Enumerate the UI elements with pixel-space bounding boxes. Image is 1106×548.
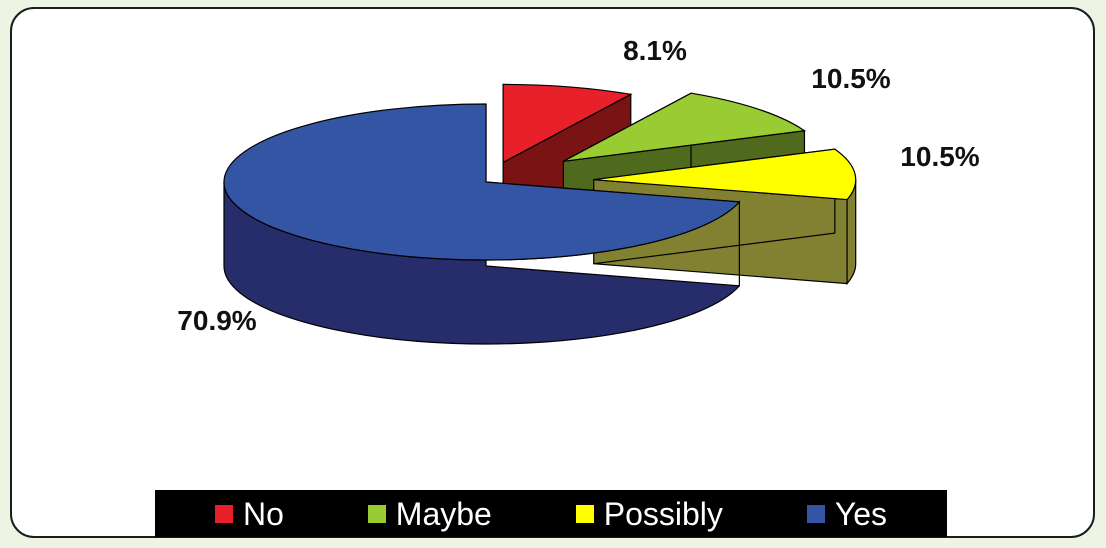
legend-swatch-no (214, 504, 233, 523)
legend-item-possibly: Possibly (575, 495, 723, 532)
pie-slice-possibly (593, 148, 857, 201)
pie-slice-yes (223, 103, 741, 261)
pie-slice-no (502, 83, 633, 164)
legend-label-yes: Yes (834, 495, 888, 532)
legend-item-no: No (214, 495, 284, 532)
chart-legend: No Maybe Possibly Yes (155, 490, 947, 537)
data-label-yes: 70.9% (177, 305, 256, 336)
data-label-no: 8.1% (623, 35, 687, 66)
data-label-maybe: 10.5% (811, 63, 890, 94)
pie-slice-maybe (563, 92, 807, 162)
legend-item-maybe: Maybe (367, 495, 492, 532)
legend-swatch-maybe (367, 504, 386, 523)
legend-label-maybe: Maybe (395, 495, 492, 532)
legend-swatch-possibly (575, 504, 594, 523)
legend-label-no: No (242, 495, 284, 532)
data-label-possibly: 10.5% (900, 141, 979, 172)
legend-swatch-yes (806, 504, 825, 523)
legend-label-possibly: Possibly (603, 495, 723, 532)
legend-item-yes: Yes (806, 495, 888, 532)
